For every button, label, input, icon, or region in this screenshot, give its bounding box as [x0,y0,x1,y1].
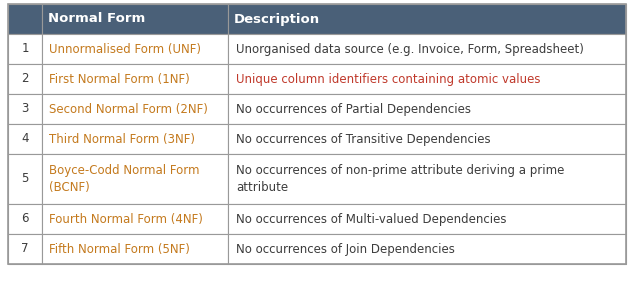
Text: Unnormalised Form (UNF): Unnormalised Form (UNF) [49,43,201,56]
Bar [42,204,228,234]
Bar [42,94,228,124]
Text: Fourth Normal Form (4NF): Fourth Normal Form (4NF) [49,213,203,226]
Bar [42,234,228,264]
Bar [8,124,42,154]
Bar [228,94,626,124]
Text: 3: 3 [21,103,29,115]
Text: 4: 4 [21,132,29,145]
Text: 7: 7 [21,242,29,255]
Bar [8,204,42,234]
Text: 6: 6 [21,213,29,226]
Text: First Normal Form (1NF): First Normal Form (1NF) [49,73,189,86]
Text: 5: 5 [21,173,29,185]
Bar [42,64,228,94]
Bar [8,154,42,204]
Text: Fifth Normal Form (5NF): Fifth Normal Form (5NF) [49,242,190,255]
Text: Description: Description [234,12,320,26]
Text: Unorganised data source (e.g. Invoice, Form, Spreadsheet): Unorganised data source (e.g. Invoice, F… [236,43,584,56]
Bar [42,154,228,204]
Bar [8,64,42,94]
Text: No occurrences of non-prime attribute deriving a prime
attribute: No occurrences of non-prime attribute de… [236,164,564,194]
Bar [8,34,42,64]
Bar [228,124,626,154]
Text: Unique column identifiers containing atomic values: Unique column identifiers containing ato… [236,73,541,86]
Text: No occurrences of Multi-valued Dependencies: No occurrences of Multi-valued Dependenc… [236,213,506,226]
Bar [228,64,626,94]
Text: Second Normal Form (2NF): Second Normal Form (2NF) [49,103,208,115]
Bar [8,94,42,124]
Bar [42,124,228,154]
Bar [8,234,42,264]
Text: No occurrences of Join Dependencies: No occurrences of Join Dependencies [236,242,455,255]
Bar [228,234,626,264]
Text: Boyce-Codd Normal Form
(BCNF): Boyce-Codd Normal Form (BCNF) [49,164,200,194]
Text: No occurrences of Partial Dependencies: No occurrences of Partial Dependencies [236,103,471,115]
Bar [228,34,626,64]
Bar [228,204,626,234]
Text: 2: 2 [21,73,29,86]
Bar [8,4,42,34]
Text: No occurrences of Transitive Dependencies: No occurrences of Transitive Dependencie… [236,132,491,145]
Bar [228,4,626,34]
Bar [42,34,228,64]
Text: 1: 1 [21,43,29,56]
Bar [228,154,626,204]
Bar [42,4,228,34]
Text: Normal Form: Normal Form [48,12,145,26]
Text: Third Normal Form (3NF): Third Normal Form (3NF) [49,132,195,145]
